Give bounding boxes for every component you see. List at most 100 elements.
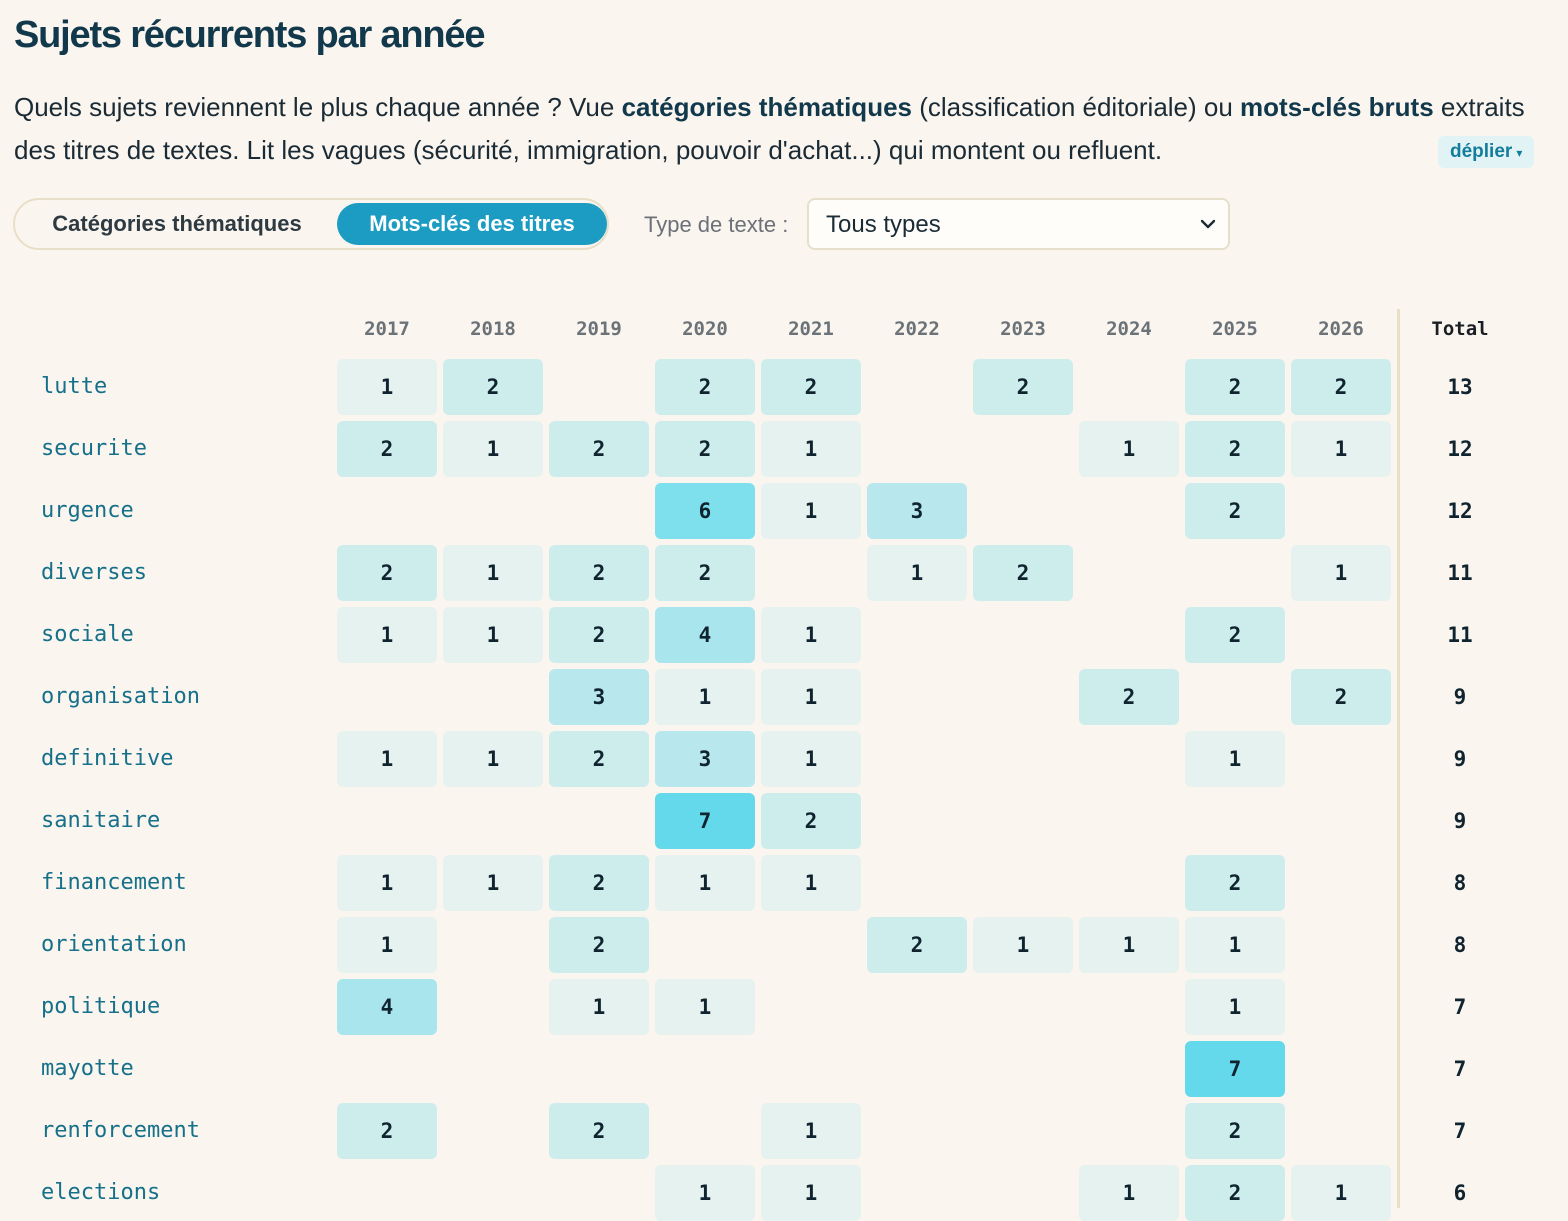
heatmap-cell-organisation-2020[interactable]: 1 — [655, 669, 755, 725]
expand-button[interactable]: déplier ▾ — [1438, 136, 1535, 168]
heatmap-cell-elections-2025[interactable]: 2 — [1185, 1165, 1285, 1221]
heatmap-cell-financement-2018[interactable]: 1 — [443, 855, 543, 911]
row-label-sociale[interactable]: sociale — [41, 622, 134, 647]
heatmap-cell-definitive-2021[interactable]: 1 — [761, 731, 861, 787]
text-type-value: Tous types — [826, 211, 941, 238]
heatmap-cell-sociale-2017[interactable]: 1 — [337, 607, 437, 663]
heatmap-cell-renforcement-2021[interactable]: 1 — [761, 1103, 861, 1159]
row-label-definitive[interactable]: definitive — [41, 746, 174, 771]
heatmap-cell-definitive-2017[interactable]: 1 — [337, 731, 437, 787]
heatmap-cell-politique-2020[interactable]: 1 — [655, 979, 755, 1035]
heatmap-cell-renforcement-2017[interactable]: 2 — [337, 1103, 437, 1159]
row-label-securite[interactable]: securite — [41, 436, 147, 461]
heatmap-cell-lutte-2021[interactable]: 2 — [761, 359, 861, 415]
row-total-organisation: 9 — [1453, 685, 1467, 709]
text-type-select[interactable]: Tous types — [807, 198, 1230, 250]
heatmap-cell-orientation-2019[interactable]: 2 — [549, 917, 649, 973]
row-label-lutte[interactable]: lutte — [41, 374, 108, 399]
heatmap-cell-definitive-2020[interactable]: 3 — [655, 731, 755, 787]
heatmap-cell-lutte-2017[interactable]: 1 — [337, 359, 437, 415]
heatmap-cell-mayotte-2025[interactable]: 7 — [1185, 1041, 1285, 1097]
heatmap-cell-orientation-2017[interactable]: 1 — [337, 917, 437, 973]
year-header-2026: 2026 — [1318, 318, 1364, 340]
heatmap-cell-organisation-2021[interactable]: 1 — [761, 669, 861, 725]
heatmap-cell-financement-2025[interactable]: 2 — [1185, 855, 1285, 911]
heatmap-cell-financement-2019[interactable]: 2 — [549, 855, 649, 911]
heatmap-cell-lutte-2023[interactable]: 2 — [973, 359, 1073, 415]
row-label-politique[interactable]: politique — [41, 994, 161, 1019]
heatmap-cell-securite-2019[interactable]: 2 — [549, 421, 649, 477]
year-header-2023: 2023 — [1000, 318, 1046, 340]
heatmap-cell-sociale-2020[interactable]: 4 — [655, 607, 755, 663]
heatmap-cell-diverses-2020[interactable]: 2 — [655, 545, 755, 601]
year-header-2025: 2025 — [1212, 318, 1258, 340]
heatmap-cell-orientation-2022[interactable]: 2 — [867, 917, 967, 973]
row-label-urgence[interactable]: urgence — [41, 498, 134, 523]
heatmap-cell-sociale-2019[interactable]: 2 — [549, 607, 649, 663]
heatmap-cell-orientation-2025[interactable]: 1 — [1185, 917, 1285, 973]
heatmap-cell-lutte-2026[interactable]: 2 — [1291, 359, 1391, 415]
row-label-mayotte[interactable]: mayotte — [41, 1056, 134, 1081]
heatmap-cell-financement-2021[interactable]: 1 — [761, 855, 861, 911]
heatmap-cell-securite-2017[interactable]: 2 — [337, 421, 437, 477]
heatmap-cell-politique-2025[interactable]: 1 — [1185, 979, 1285, 1035]
heatmap-cell-diverses-2023[interactable]: 2 — [973, 545, 1073, 601]
heatmap-cell-securite-2024[interactable]: 1 — [1079, 421, 1179, 477]
heatmap-cell-elections-2021[interactable]: 1 — [761, 1165, 861, 1221]
heatmap-cell-securite-2021[interactable]: 1 — [761, 421, 861, 477]
row-label-elections[interactable]: elections — [41, 1180, 161, 1205]
toggle-categories[interactable]: Catégories thématiques — [52, 211, 302, 236]
heatmap-cell-securite-2020[interactable]: 2 — [655, 421, 755, 477]
intro-part-3: extraits des titres de textes. Lit les v… — [14, 92, 1525, 165]
row-total-urgence: 12 — [1447, 499, 1473, 523]
heatmap-cell-diverses-2019[interactable]: 2 — [549, 545, 649, 601]
toggle-keywords[interactable]: Mots-clés des titres — [337, 203, 607, 245]
row-total-definitive: 9 — [1453, 747, 1467, 771]
heatmap-cell-politique-2019[interactable]: 1 — [549, 979, 649, 1035]
row-label-financement[interactable]: financement — [41, 870, 187, 895]
heatmap-cell-securite-2018[interactable]: 1 — [443, 421, 543, 477]
heatmap-cell-renforcement-2025[interactable]: 2 — [1185, 1103, 1285, 1159]
heatmap-cell-organisation-2019[interactable]: 3 — [549, 669, 649, 725]
row-label-renforcement[interactable]: renforcement — [41, 1118, 200, 1143]
heatmap-cell-definitive-2018[interactable]: 1 — [443, 731, 543, 787]
heatmap-cell-sociale-2025[interactable]: 2 — [1185, 607, 1285, 663]
heatmap-cell-orientation-2024[interactable]: 1 — [1079, 917, 1179, 973]
heatmap-cell-diverses-2026[interactable]: 1 — [1291, 545, 1391, 601]
heatmap-cell-urgence-2021[interactable]: 1 — [761, 483, 861, 539]
heatmap-cell-financement-2017[interactable]: 1 — [337, 855, 437, 911]
heatmap-cell-elections-2020[interactable]: 1 — [655, 1165, 755, 1221]
heatmap-cell-sanitaire-2020[interactable]: 7 — [655, 793, 755, 849]
intro-text: Quels sujets reviennent le plus chaque a… — [14, 86, 1539, 172]
heatmap-cell-sociale-2021[interactable]: 1 — [761, 607, 861, 663]
heatmap-cell-urgence-2020[interactable]: 6 — [655, 483, 755, 539]
heatmap-cell-lutte-2018[interactable]: 2 — [443, 359, 543, 415]
heatmap-cell-lutte-2020[interactable]: 2 — [655, 359, 755, 415]
heatmap-cell-urgence-2025[interactable]: 2 — [1185, 483, 1285, 539]
heatmap-cell-diverses-2017[interactable]: 2 — [337, 545, 437, 601]
heatmap-cell-politique-2017[interactable]: 4 — [337, 979, 437, 1035]
total-header: Total — [1431, 318, 1489, 340]
heatmap-cell-financement-2020[interactable]: 1 — [655, 855, 755, 911]
heatmap-cell-organisation-2024[interactable]: 2 — [1079, 669, 1179, 725]
heatmap-cell-urgence-2022[interactable]: 3 — [867, 483, 967, 539]
heatmap-cell-securite-2026[interactable]: 1 — [1291, 421, 1391, 477]
heatmap-cell-diverses-2022[interactable]: 1 — [867, 545, 967, 601]
row-label-organisation[interactable]: organisation — [41, 684, 200, 709]
heatmap-cell-organisation-2026[interactable]: 2 — [1291, 669, 1391, 725]
heatmap-cell-diverses-2018[interactable]: 1 — [443, 545, 543, 601]
heatmap-cell-lutte-2025[interactable]: 2 — [1185, 359, 1285, 415]
heatmap-cell-definitive-2025[interactable]: 1 — [1185, 731, 1285, 787]
heatmap-cell-sociale-2018[interactable]: 1 — [443, 607, 543, 663]
row-label-sanitaire[interactable]: sanitaire — [41, 808, 161, 833]
row-label-diverses[interactable]: diverses — [41, 560, 147, 585]
heatmap-cell-sanitaire-2021[interactable]: 2 — [761, 793, 861, 849]
heatmap-cell-elections-2024[interactable]: 1 — [1079, 1165, 1179, 1221]
row-label-orientation[interactable]: orientation — [41, 932, 187, 957]
heatmap-cell-elections-2026[interactable]: 1 — [1291, 1165, 1391, 1221]
heatmap-cell-securite-2025[interactable]: 2 — [1185, 421, 1285, 477]
heatmap-cell-renforcement-2019[interactable]: 2 — [549, 1103, 649, 1159]
heatmap-cell-orientation-2023[interactable]: 1 — [973, 917, 1073, 973]
expand-label: déplier — [1450, 141, 1513, 162]
heatmap-cell-definitive-2019[interactable]: 2 — [549, 731, 649, 787]
